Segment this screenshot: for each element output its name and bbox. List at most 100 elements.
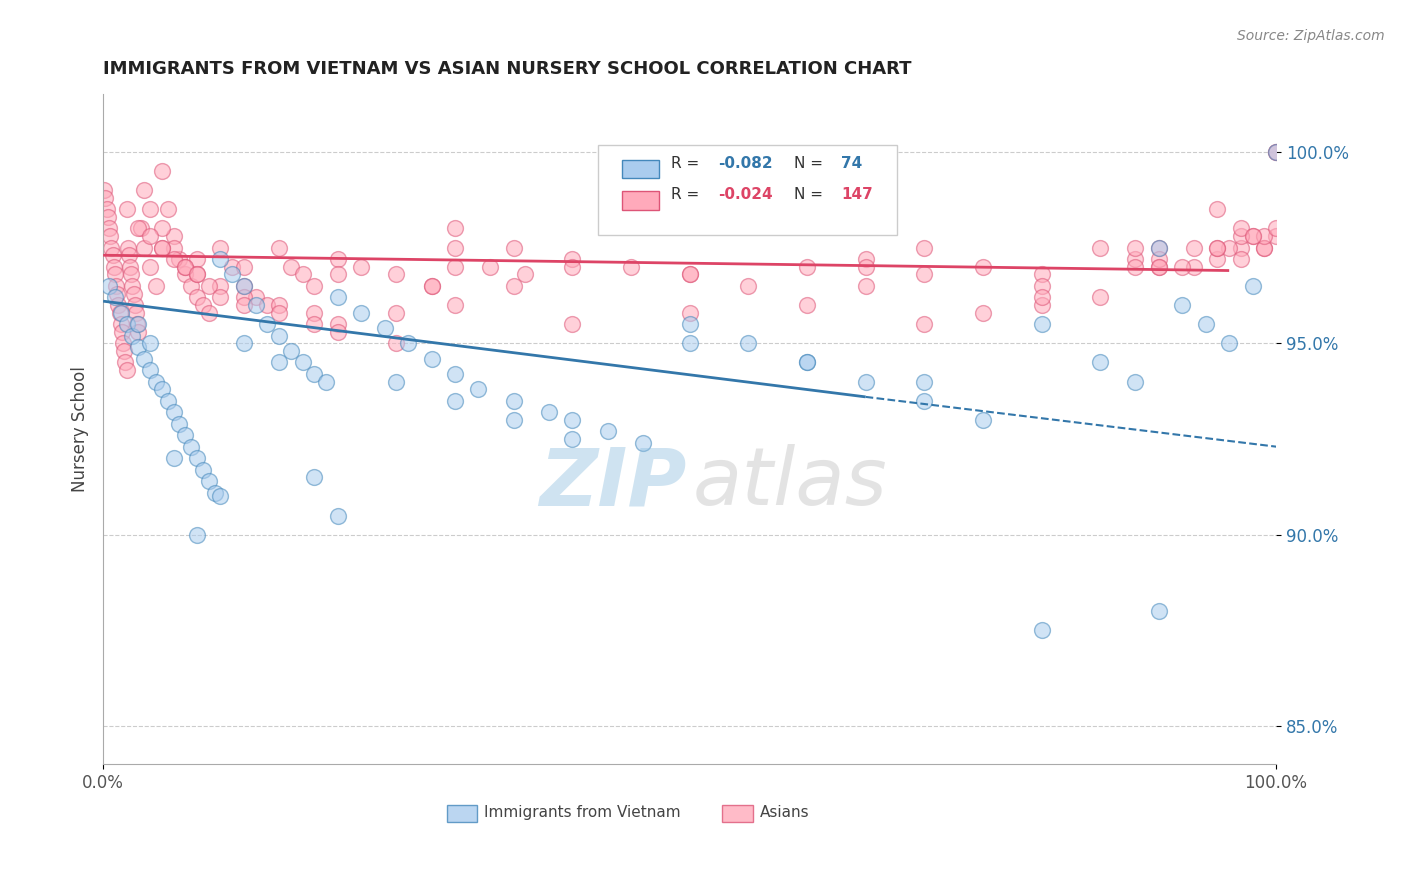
Point [127,221,149,235]
Text: -0.024: -0.024 [718,187,772,202]
Point [1230,241,1253,255]
Point [1147,260,1170,274]
Point [737,278,759,293]
Point [98,229,121,244]
Point [150,164,173,178]
Point [1195,317,1218,331]
Point [1123,375,1146,389]
Point [191,462,214,476]
Point [103,260,125,274]
Point [162,252,184,266]
Point [1031,268,1053,282]
Point [1253,241,1275,255]
Point [186,451,208,466]
Text: atlas: atlas [693,444,887,522]
Point [180,440,202,454]
Point [104,290,127,304]
Point [1230,221,1253,235]
Point [855,252,877,266]
Text: R =: R = [671,187,704,202]
Point [156,393,179,408]
Point [1147,241,1170,255]
Point [121,278,143,293]
Point [98,221,121,235]
Point [267,355,290,369]
Point [232,260,254,274]
Point [174,260,197,274]
Point [1265,145,1288,159]
Point [444,241,467,255]
Point [121,328,143,343]
Point [115,317,138,331]
Text: R =: R = [671,156,704,171]
Point [420,351,443,366]
Point [1206,202,1229,217]
Point [1206,252,1229,266]
Point [912,393,935,408]
Point [1241,229,1264,244]
Point [108,306,131,320]
Point [96,202,118,217]
FancyBboxPatch shape [621,160,659,178]
Point [326,290,349,304]
Point [620,260,643,274]
Point [796,298,818,312]
Point [1182,260,1205,274]
Point [209,278,232,293]
Text: N =: N = [794,156,828,171]
Point [145,375,167,389]
Point [162,241,184,255]
Point [385,336,408,351]
Point [97,210,120,224]
Point [350,306,373,320]
Point [1253,229,1275,244]
Point [385,268,408,282]
Point [350,260,373,274]
Point [127,325,149,339]
Point [1123,241,1146,255]
Point [112,336,135,351]
Point [678,268,700,282]
Point [191,298,214,312]
Point [134,351,156,366]
Point [174,260,197,274]
Point [120,268,142,282]
Point [326,268,349,282]
Point [162,229,184,244]
Point [104,268,127,282]
Point [444,393,467,408]
Point [291,268,314,282]
Point [515,268,537,282]
Point [209,241,232,255]
Point [796,260,818,274]
Point [1147,604,1170,618]
Point [1031,298,1053,312]
Point [796,355,818,369]
Point [1265,229,1288,244]
Point [162,405,184,419]
Point [912,317,935,331]
Point [479,260,502,274]
Point [972,260,994,274]
Point [631,435,654,450]
Point [1088,290,1111,304]
Text: -0.082: -0.082 [718,156,772,171]
Point [537,405,560,419]
Point [186,252,208,266]
Point [232,278,254,293]
Point [139,363,162,377]
Point [1031,317,1053,331]
Point [1147,252,1170,266]
Point [209,252,232,266]
Point [1206,241,1229,255]
Point [678,317,700,331]
Point [112,343,135,358]
Point [561,317,583,331]
Text: Immigrants from Vietnam: Immigrants from Vietnam [484,805,681,820]
Point [209,490,232,504]
FancyBboxPatch shape [723,805,754,822]
Point [101,248,124,262]
Text: Asians: Asians [761,805,810,820]
Point [1182,241,1205,255]
Point [1031,624,1053,638]
